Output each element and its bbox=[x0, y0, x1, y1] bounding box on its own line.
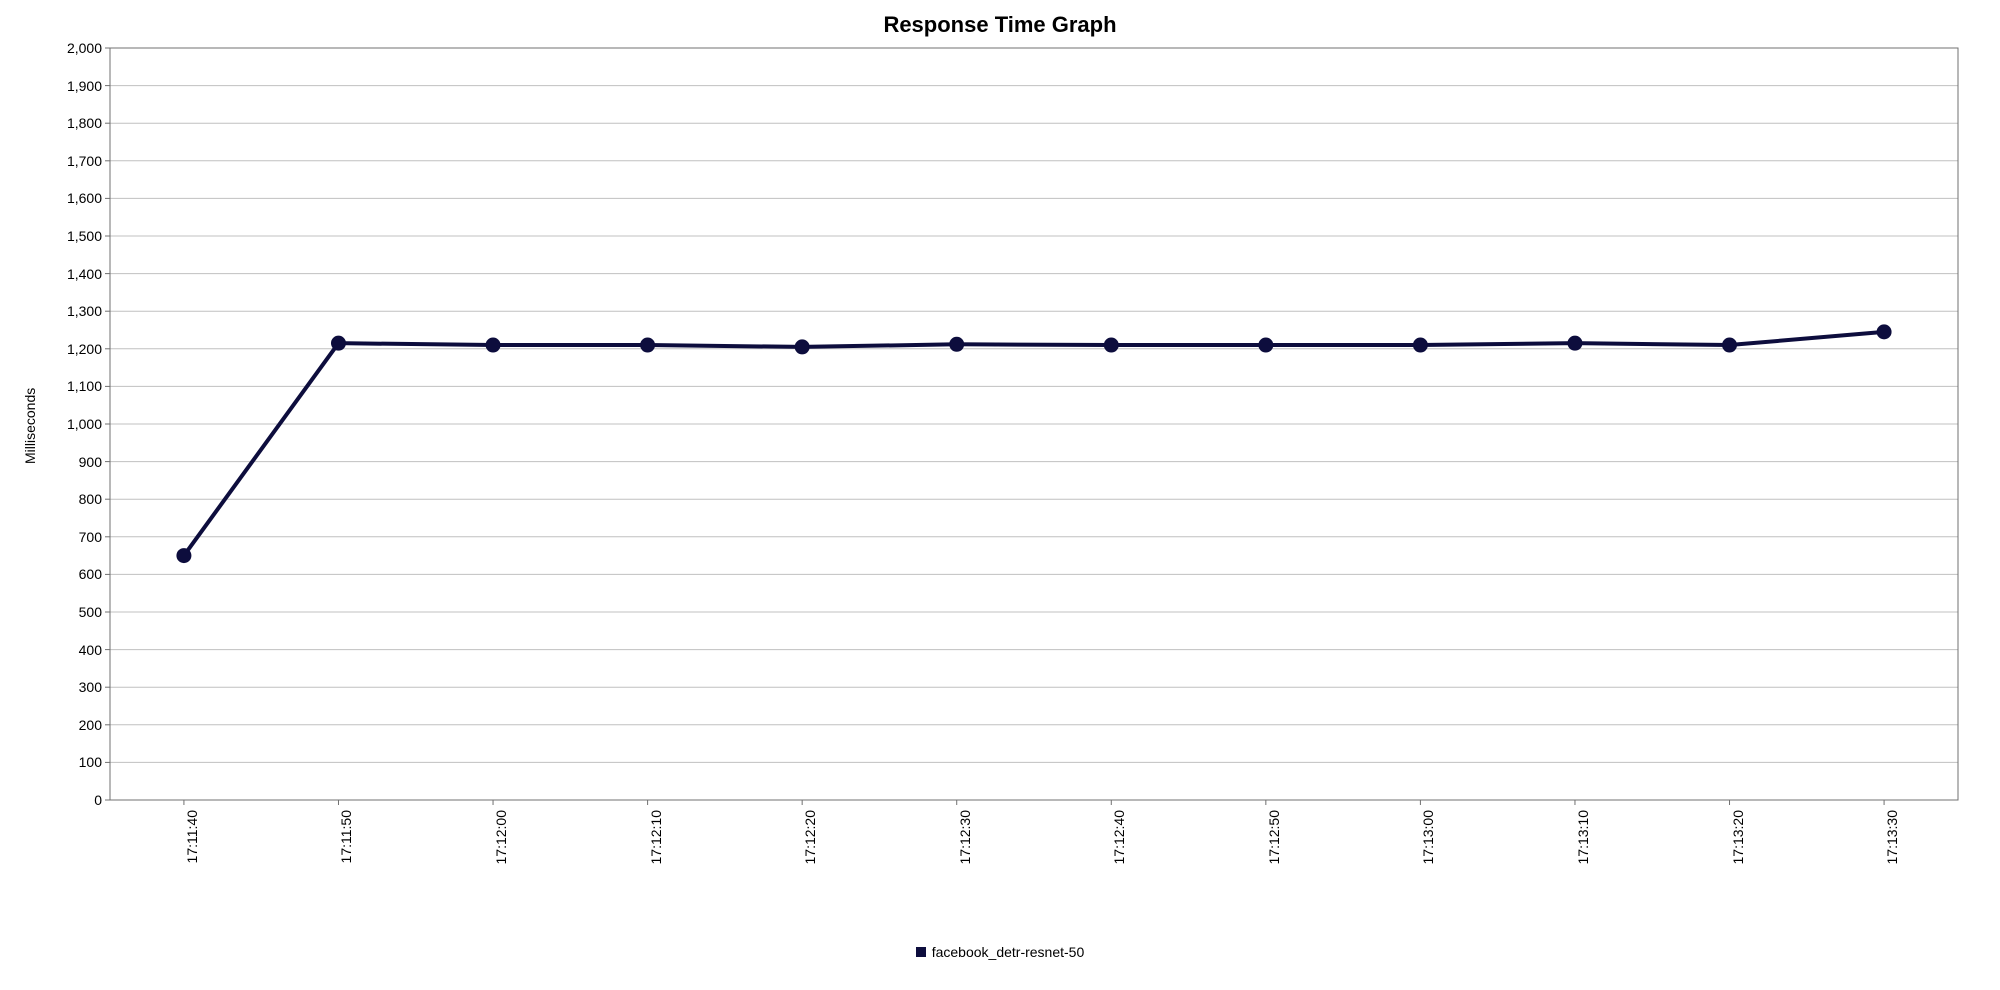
response-time-chart: Response Time Graph Milliseconds 0100200… bbox=[0, 0, 2000, 990]
x-tick-label: 17:12:30 bbox=[957, 810, 973, 910]
y-tick-label: 1,500 bbox=[67, 228, 102, 244]
x-tick-label: 17:12:10 bbox=[648, 810, 664, 910]
chart-svg bbox=[0, 0, 2000, 990]
y-tick-label: 1,300 bbox=[67, 303, 102, 319]
y-tick-label: 1,200 bbox=[67, 341, 102, 357]
x-tick-label: 17:13:20 bbox=[1730, 810, 1746, 910]
legend-label: facebook_detr-resnet-50 bbox=[932, 944, 1085, 960]
x-tick-label: 17:12:40 bbox=[1111, 810, 1127, 910]
y-tick-label: 400 bbox=[79, 642, 102, 658]
y-tick-label: 1,900 bbox=[67, 78, 102, 94]
x-tick-label: 17:13:10 bbox=[1575, 810, 1591, 910]
y-tick-label: 200 bbox=[79, 717, 102, 733]
x-tick-label: 17:12:20 bbox=[802, 810, 818, 910]
x-tick-label: 17:11:50 bbox=[338, 810, 354, 910]
y-tick-label: 2,000 bbox=[67, 40, 102, 56]
x-tick-label: 17:12:00 bbox=[493, 810, 509, 910]
y-tick-label: 1,800 bbox=[67, 115, 102, 131]
y-tick-label: 800 bbox=[79, 491, 102, 507]
y-tick-label: 600 bbox=[79, 566, 102, 582]
y-tick-label: 300 bbox=[79, 679, 102, 695]
legend: facebook_detr-resnet-50 bbox=[0, 944, 2000, 960]
y-tick-label: 1,100 bbox=[67, 378, 102, 394]
y-tick-label: 0 bbox=[94, 792, 102, 808]
y-tick-label: 1,400 bbox=[67, 266, 102, 282]
y-tick-label: 1,600 bbox=[67, 190, 102, 206]
x-tick-label: 17:13:00 bbox=[1420, 810, 1436, 910]
x-tick-label: 17:12:50 bbox=[1266, 810, 1282, 910]
y-tick-label: 900 bbox=[79, 454, 102, 470]
y-tick-label: 1,000 bbox=[67, 416, 102, 432]
x-tick-label: 17:13:30 bbox=[1884, 810, 1900, 910]
x-tick-label: 17:11:40 bbox=[184, 810, 200, 910]
y-tick-label: 100 bbox=[79, 754, 102, 770]
y-tick-label: 1,700 bbox=[67, 153, 102, 169]
y-tick-label: 500 bbox=[79, 604, 102, 620]
y-tick-label: 700 bbox=[79, 529, 102, 545]
legend-swatch bbox=[916, 947, 926, 957]
